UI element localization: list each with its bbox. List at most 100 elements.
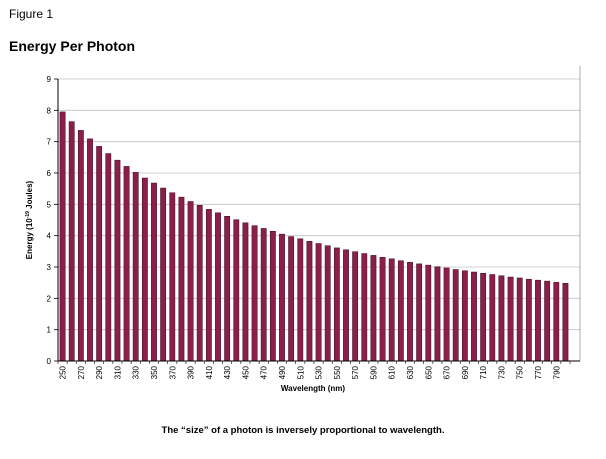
x-tick-labels: 250 270 290 310 330 350 370 390 410 430 450 470 490 5… xyxy=(59,365,562,379)
y-tick-label: 3 xyxy=(47,263,52,272)
x-tick-label: 390 xyxy=(187,365,196,379)
y-tick-label: 2 xyxy=(47,294,52,303)
y-tick-label: 5 xyxy=(47,200,52,209)
x-tick-label: 430 xyxy=(223,365,232,379)
x-tick-label: 310 xyxy=(113,365,122,379)
y-axis-title-main: Energy (10 xyxy=(25,218,34,259)
y-tick-label: 7 xyxy=(47,138,52,147)
x-tick-label: 270 xyxy=(77,365,86,379)
bar-760 xyxy=(525,278,532,362)
bar-580 xyxy=(361,253,368,362)
x-tick-label: 550 xyxy=(333,365,342,379)
axes xyxy=(54,66,581,364)
bar-780 xyxy=(544,280,551,362)
x-tick-label: 650 xyxy=(424,365,433,379)
bar-440 xyxy=(233,219,240,362)
bar-270 xyxy=(77,130,84,362)
x-tick-label: 470 xyxy=(260,365,269,379)
bar-750 xyxy=(516,277,523,362)
bar-480 xyxy=(269,231,276,362)
bar-510 xyxy=(297,238,304,362)
y-axis-title-end: Joules) xyxy=(25,180,34,211)
bar-390 xyxy=(187,201,194,362)
x-tick-label: 350 xyxy=(150,365,159,379)
bar-640 xyxy=(416,263,423,362)
bar-600 xyxy=(379,257,386,362)
y-tick-label: 1 xyxy=(47,326,52,335)
bar-310 xyxy=(114,159,121,362)
bar-360 xyxy=(160,187,167,362)
x-tick-label: 250 xyxy=(59,365,68,379)
bar-340 xyxy=(141,177,148,362)
chart-title: Energy Per Photon xyxy=(9,38,136,54)
bar-700 xyxy=(471,271,477,362)
bar-380 xyxy=(178,196,185,362)
x-tick-label: 770 xyxy=(534,365,543,379)
bar-290 xyxy=(96,146,103,362)
x-tick-label: 590 xyxy=(369,365,378,379)
y-tick-label: 0 xyxy=(47,357,52,366)
y-axis-title-sup: -19 xyxy=(25,211,31,218)
x-tick-label: 370 xyxy=(168,365,177,379)
bar-300 xyxy=(105,153,112,362)
bar-450 xyxy=(242,222,249,362)
bar-550 xyxy=(333,247,340,362)
bar-650 xyxy=(425,264,432,362)
y-tick-label: 6 xyxy=(47,169,52,178)
bar-400 xyxy=(196,205,203,362)
x-tick-label: 750 xyxy=(516,365,525,379)
bar-330 xyxy=(132,172,139,362)
bar-420 xyxy=(215,212,221,362)
bar-690 xyxy=(461,270,468,362)
bar-350 xyxy=(151,182,157,362)
bar-560 xyxy=(343,249,349,362)
bar-590 xyxy=(370,255,377,362)
y-tick-labels: 0 1 2 3 4 5 6 7 8 9 xyxy=(47,75,52,366)
bar-680 xyxy=(452,269,459,362)
bar-280 xyxy=(87,138,93,362)
x-tick-label: 410 xyxy=(205,365,214,379)
x-tick-label: 490 xyxy=(278,365,287,379)
x-tick-label: 530 xyxy=(315,365,324,379)
bar-320 xyxy=(123,166,130,362)
bar-460 xyxy=(251,225,258,362)
x-tick-label: 790 xyxy=(552,365,561,379)
x-tick-label: 610 xyxy=(388,365,397,379)
x-tick-label: 570 xyxy=(351,365,360,379)
bar-470 xyxy=(260,228,267,362)
y-tick-label: 8 xyxy=(47,106,52,115)
x-axis-title: Wavelength (nm) xyxy=(281,384,345,393)
x-tick-label: 450 xyxy=(241,365,250,379)
bar-800 xyxy=(562,283,569,362)
bar-540 xyxy=(324,245,331,362)
x-tick-label: 670 xyxy=(443,365,452,379)
x-tick-label: 510 xyxy=(296,365,305,379)
bar-720 xyxy=(489,274,496,362)
bar-730 xyxy=(498,275,505,362)
bar-430 xyxy=(224,215,231,362)
bar-790 xyxy=(553,282,560,362)
bar-260 xyxy=(68,121,75,362)
bar-670 xyxy=(443,267,450,362)
x-tick-label: 630 xyxy=(406,365,415,379)
bar-610 xyxy=(388,258,395,362)
bar-660 xyxy=(434,266,441,362)
bar-770 xyxy=(535,279,541,362)
bar-710 xyxy=(480,273,487,362)
caption: The “size” of a photon is inversely prop… xyxy=(161,425,445,436)
x-tick-label: 730 xyxy=(497,365,506,379)
bars xyxy=(59,111,569,362)
bar-490 xyxy=(279,233,285,362)
bar-520 xyxy=(306,241,313,362)
x-tick-label: 290 xyxy=(95,365,104,379)
x-tick-label: 710 xyxy=(479,365,488,379)
bar-250 xyxy=(59,111,66,362)
bar-740 xyxy=(507,276,514,362)
bar-570 xyxy=(352,251,359,362)
y-tick-label: 4 xyxy=(47,232,52,241)
bar-530 xyxy=(315,243,322,362)
figure-label: Figure 1 xyxy=(9,7,54,21)
x-tick-label: 330 xyxy=(132,365,141,379)
bar-410 xyxy=(205,209,212,362)
